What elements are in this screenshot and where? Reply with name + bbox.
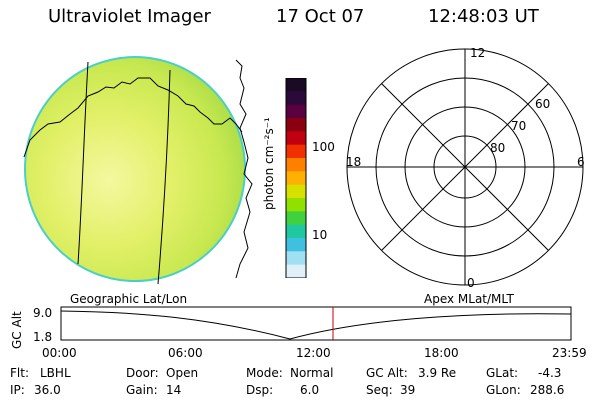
status-mode-value: Normal xyxy=(290,366,334,380)
colorbar-segment xyxy=(286,118,306,132)
x-tick-0000: 00:00 xyxy=(42,346,77,360)
status-gcalt-value: 3.9 Re xyxy=(418,366,457,380)
colorbar-segment xyxy=(286,91,306,106)
status-ip-value: 36.0 xyxy=(34,383,61,397)
mlt-label-12: 12 xyxy=(470,46,486,60)
colorbar-tick-10: 10 xyxy=(312,228,328,242)
colorbar-segment xyxy=(286,171,306,186)
status-seq-value: 39 xyxy=(400,383,416,397)
colorbar-segment xyxy=(286,104,306,119)
globe-disk xyxy=(24,56,246,282)
terminator-line-right xyxy=(157,69,171,285)
colorbar-segment xyxy=(286,251,306,266)
coastline xyxy=(23,77,243,158)
colorbar-segment xyxy=(286,211,306,226)
coastline-east xyxy=(235,59,253,279)
status-dsp-value: 6.0 xyxy=(300,383,320,397)
lat-label-80: 80 xyxy=(490,141,506,155)
altitude-tick-high: 9.0 xyxy=(33,306,53,320)
colorbar-segment xyxy=(286,131,306,146)
mlt-label-18: 18 xyxy=(346,155,362,169)
status-door-key: Door: xyxy=(126,366,159,380)
colorbar xyxy=(285,78,307,278)
altitude-axis-label: GC Alt xyxy=(10,311,24,349)
colorbar-segment xyxy=(286,78,306,92)
apex-coord-label: Apex MLat/MLT xyxy=(424,292,514,306)
x-tick-0600: 06:00 xyxy=(168,346,203,360)
x-tick-1200: 12:00 xyxy=(296,346,331,360)
status-glat-key: GLat: xyxy=(486,366,519,380)
status-door-value: Open xyxy=(166,366,199,380)
status-flt-key: Flt: xyxy=(10,366,29,380)
colorbar-segment xyxy=(286,158,306,172)
mlt-label-0: 0 xyxy=(467,276,475,290)
x-tick-1800: 18:00 xyxy=(424,346,459,360)
status-gain-key: Gain: xyxy=(126,383,158,397)
status-glat-value: -4.3 xyxy=(538,366,562,380)
terminator-line-left xyxy=(77,61,89,265)
status-glon-value: 288.6 xyxy=(530,383,565,397)
lat-label-70: 70 xyxy=(511,119,527,133)
uv-globe-image xyxy=(23,56,253,285)
colorbar-segment xyxy=(286,264,306,278)
colorbar-segment xyxy=(286,224,306,239)
colorbar-segment xyxy=(286,184,306,199)
status-mode-key: Mode: xyxy=(246,366,283,380)
polar-plot xyxy=(346,48,584,286)
status-glon-key: GLon: xyxy=(486,383,521,397)
altitude-tick-low: 1.8 xyxy=(33,330,53,344)
colorbar-unit-label: photon cm⁻²s⁻¹ xyxy=(262,117,276,210)
date-readout: 17 Oct 07 xyxy=(276,6,365,27)
colorbar-segment xyxy=(286,198,306,212)
colorbar-segment xyxy=(286,144,306,159)
colorbar-tick-100: 100 xyxy=(312,140,335,154)
altitude-curve xyxy=(60,310,572,340)
status-seq-key: Seq: xyxy=(366,383,393,397)
time-readout: 12:48:03 UT xyxy=(428,6,539,27)
app-title: Ultraviolet Imager xyxy=(48,6,211,27)
x-tick-2359: 23:59 xyxy=(552,346,587,360)
status-gain-value: 14 xyxy=(166,383,182,397)
status-flt-value: LBHL xyxy=(40,366,71,380)
mlt-label-6: 6 xyxy=(577,155,585,169)
geo-coord-label: Geographic Lat/Lon xyxy=(70,292,188,306)
status-dsp-key: Dsp: xyxy=(246,383,274,397)
altitude-plot xyxy=(60,306,572,341)
lat-label-60: 60 xyxy=(535,97,551,111)
status-gcalt-key: GC Alt: xyxy=(366,366,408,380)
colorbar-segment xyxy=(286,238,306,252)
status-ip-key: IP: xyxy=(10,383,25,397)
